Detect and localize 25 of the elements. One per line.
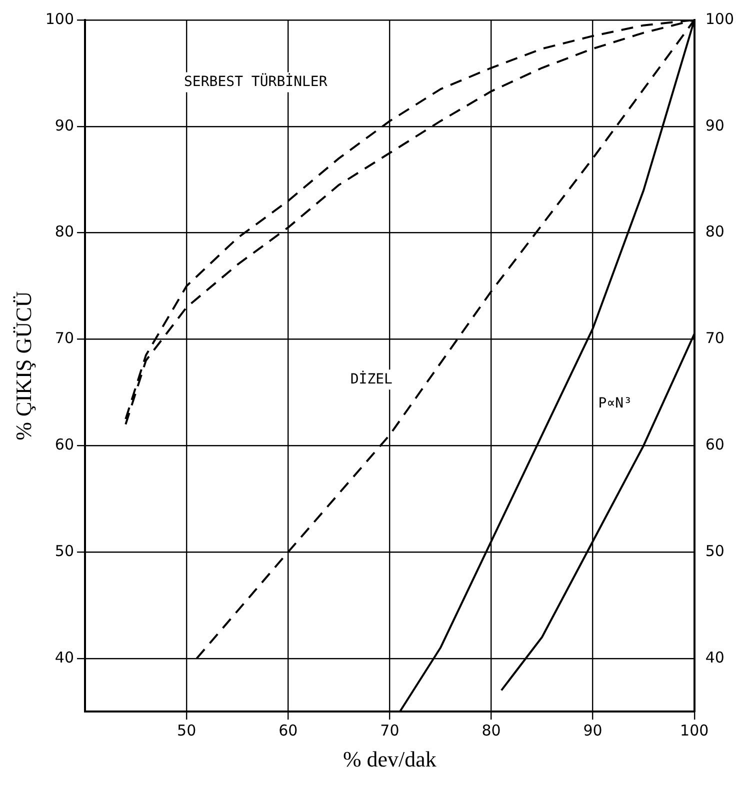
x-tick-label: 100 <box>680 721 709 740</box>
annotation: P∝N³ <box>598 395 632 412</box>
y2-tick-label: 90 <box>705 116 724 134</box>
y2-tick-label: 80 <box>705 222 724 241</box>
y-tick-label: 100 <box>45 10 74 28</box>
y2-tick-label: 100 <box>705 10 734 28</box>
y-tick-label: 40 <box>54 648 74 666</box>
annotation: DİZEL <box>350 370 392 388</box>
y-tick-label: 70 <box>54 329 74 348</box>
x-tick-label: 50 <box>177 721 196 740</box>
annotation: SERBEST TÜRBİNLER <box>184 72 328 90</box>
y2-tick-label: 70 <box>705 329 724 348</box>
y-tick-label: 60 <box>54 435 74 454</box>
x-tick-label: 90 <box>583 721 602 740</box>
x-tick-label: 60 <box>278 721 298 740</box>
x-tick-label: 70 <box>380 721 400 740</box>
y-axis-title: % ÇIKIŞ GÜCÜ <box>10 291 36 440</box>
y2-tick-label: 40 <box>705 648 724 666</box>
y-tick-label: 80 <box>54 222 74 241</box>
x-axis-title: % dev/dak <box>342 746 436 772</box>
y-tick-label: 50 <box>54 542 74 560</box>
y-tick-label: 90 <box>54 116 74 134</box>
y2-tick-label: 60 <box>705 435 724 454</box>
x-tick-label: 80 <box>482 721 501 740</box>
y2-tick-label: 50 <box>705 542 724 560</box>
